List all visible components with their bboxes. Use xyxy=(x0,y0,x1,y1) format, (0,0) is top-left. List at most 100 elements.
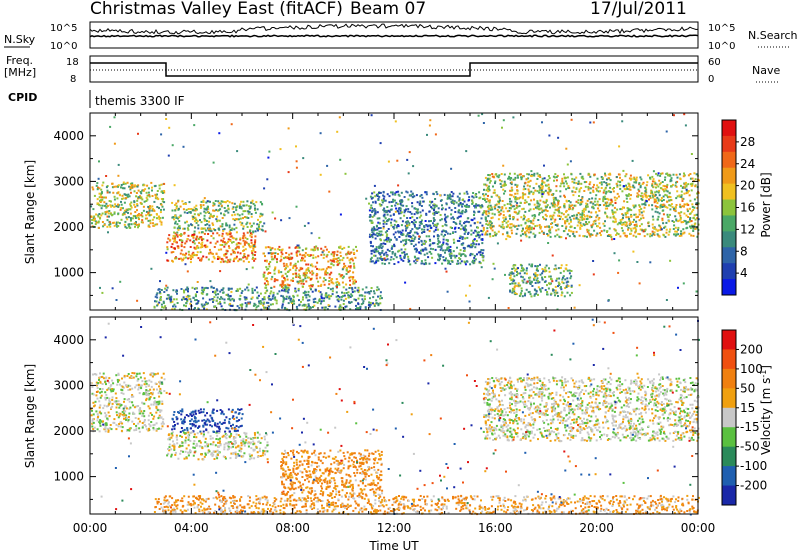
power-cell xyxy=(373,214,376,217)
power-cell xyxy=(579,213,582,216)
power-cell xyxy=(240,200,243,203)
power-cell xyxy=(337,298,340,301)
power-cell xyxy=(664,185,666,188)
power-cell xyxy=(634,213,637,216)
power-cell xyxy=(627,228,629,231)
power-cell xyxy=(388,238,391,241)
power-cell xyxy=(537,286,540,289)
power-cell xyxy=(418,203,421,206)
power-cell xyxy=(554,224,557,226)
power-cell xyxy=(345,253,348,256)
power-cell xyxy=(227,293,230,296)
power-cell xyxy=(286,275,289,278)
power-cell xyxy=(202,227,205,230)
power-cell xyxy=(406,233,409,236)
power-cell xyxy=(600,181,603,184)
power-cell xyxy=(474,193,477,196)
power-cell xyxy=(122,187,124,190)
power-cell xyxy=(330,263,333,265)
power-cell xyxy=(489,226,492,229)
power-cell xyxy=(327,260,330,263)
power-cell xyxy=(677,228,680,231)
power-noise-cell xyxy=(171,144,174,147)
power-cell xyxy=(382,219,385,222)
power-cell xyxy=(622,221,625,224)
power-cell xyxy=(480,229,483,232)
power-cell xyxy=(555,198,558,201)
power-cell xyxy=(571,208,574,211)
power-cell xyxy=(390,224,393,227)
power-noise-cell xyxy=(645,200,648,202)
power-cell xyxy=(297,287,300,290)
nsky-label: N.Sky xyxy=(4,33,36,46)
power-cell xyxy=(191,233,194,236)
power-cell xyxy=(317,290,320,293)
power-cell xyxy=(311,284,314,286)
power-cell xyxy=(285,286,288,289)
power-cell xyxy=(239,238,242,241)
power-cell xyxy=(536,207,539,210)
power-cell xyxy=(178,227,181,230)
power-cell xyxy=(219,244,222,246)
power-cell xyxy=(410,212,413,215)
power-echoes xyxy=(90,113,700,312)
power-cell xyxy=(331,278,334,280)
power-cell xyxy=(243,253,246,255)
power-cell xyxy=(433,206,436,209)
power-cell xyxy=(586,223,589,225)
power-cell xyxy=(166,241,169,244)
power-cell xyxy=(254,211,257,214)
power-cell xyxy=(679,205,682,208)
power-cell xyxy=(487,174,490,176)
power-cell xyxy=(215,288,218,291)
power-cell xyxy=(265,277,268,280)
power-cell xyxy=(596,184,599,187)
power-cell xyxy=(431,256,434,259)
power-cell xyxy=(193,242,196,245)
power-cell xyxy=(122,181,125,184)
power-cell xyxy=(273,278,276,281)
power-cell xyxy=(554,264,557,267)
power-cell xyxy=(500,180,503,183)
power-cell xyxy=(589,187,592,190)
power-cell xyxy=(369,233,371,236)
power-cell xyxy=(322,256,325,259)
power-cell xyxy=(619,187,622,190)
power-cell xyxy=(562,270,565,273)
power-cell xyxy=(256,291,259,294)
power-noise-cell xyxy=(695,290,698,293)
power-cell xyxy=(487,207,490,210)
power-cell xyxy=(244,210,247,213)
power-cell xyxy=(415,231,418,234)
power-cell xyxy=(371,196,374,199)
power-cell xyxy=(142,205,145,208)
power-noise-cell xyxy=(683,113,686,116)
power-noise-cell xyxy=(326,164,329,167)
power-cell xyxy=(331,287,334,290)
power-cell xyxy=(657,198,660,201)
power-cell xyxy=(213,229,216,231)
power-cell xyxy=(492,191,495,194)
power-cell xyxy=(205,256,208,259)
power-cell xyxy=(537,175,540,178)
power-cell xyxy=(546,293,549,296)
power-cell xyxy=(158,207,160,210)
power-cell xyxy=(166,294,169,297)
power-cell xyxy=(555,179,558,182)
power-cell xyxy=(135,221,137,224)
power-cell xyxy=(297,276,300,279)
power-cell xyxy=(576,224,579,227)
power-cell xyxy=(181,259,184,262)
power-cell xyxy=(423,243,426,245)
power-cell xyxy=(163,191,166,194)
power-cell xyxy=(581,209,584,212)
power-noise-cell xyxy=(267,252,270,255)
power-cell xyxy=(653,195,656,198)
power-cell xyxy=(546,204,549,207)
power-cell xyxy=(677,233,680,236)
power-cell xyxy=(187,228,190,231)
power-cell xyxy=(218,228,221,231)
power-cell xyxy=(651,230,654,233)
power-cell xyxy=(252,230,255,233)
power-cell xyxy=(370,204,373,207)
